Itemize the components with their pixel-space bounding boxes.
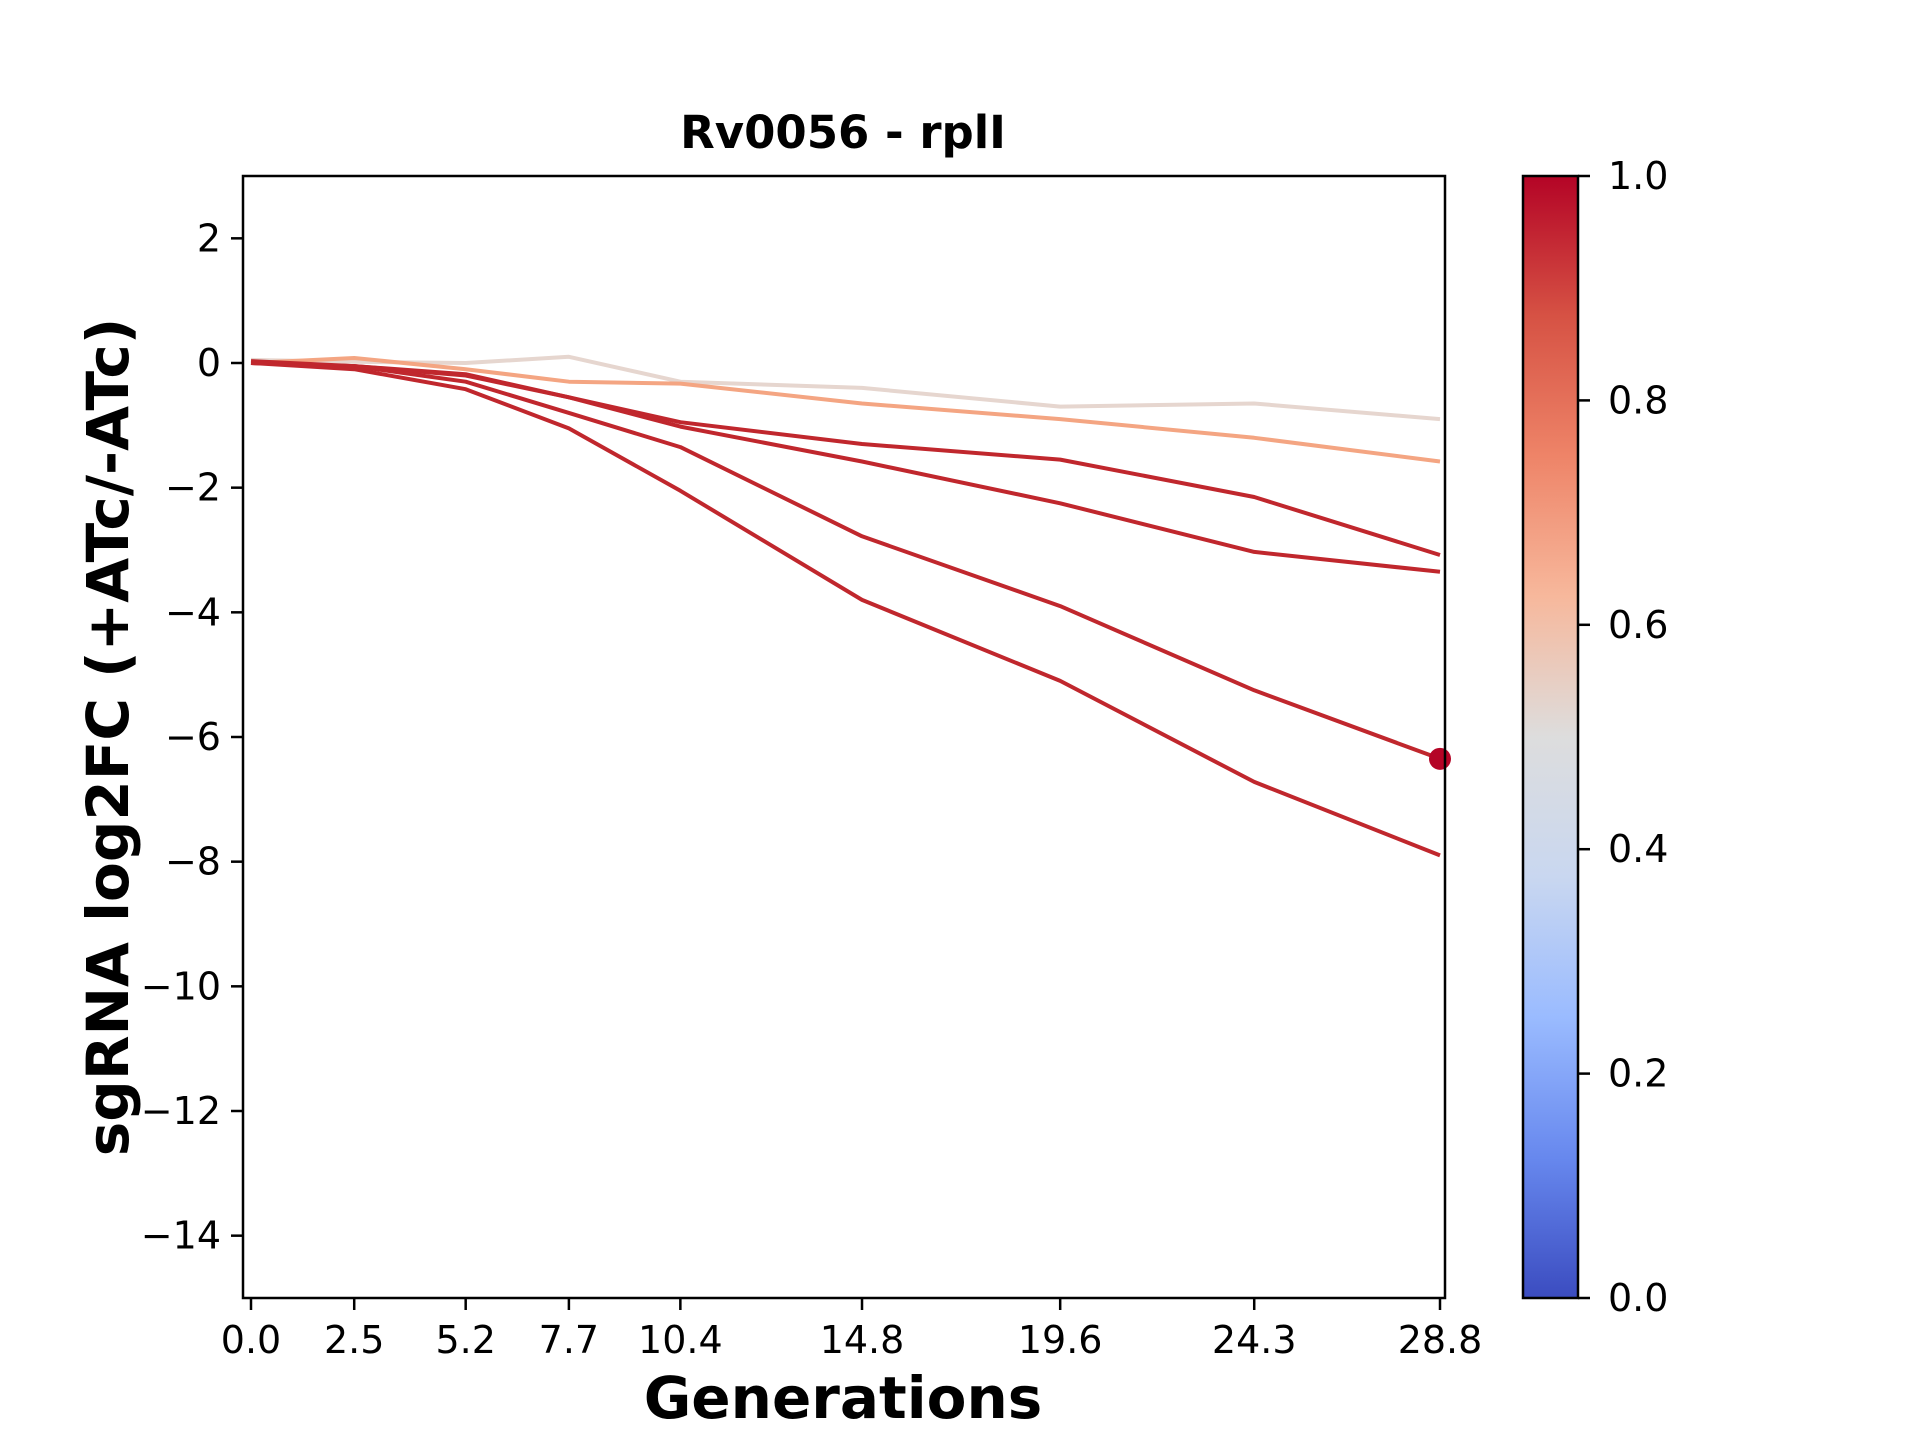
y-axis: 2 0 −2 −4 −6 −8 −10 −12 −14 (141, 216, 243, 1258)
x-tick-label: 0.0 (221, 1318, 281, 1362)
colorbar-tick-label: 0.6 (1608, 603, 1668, 647)
y-axis-title: sgRNA log2FC (+ATc/-ATc) (74, 318, 142, 1156)
plot-frame (241, 174, 1447, 1300)
highlight-point (1429, 747, 1451, 770)
y-tick-label: −4 (165, 590, 221, 634)
x-tick-label: 10.4 (638, 1318, 723, 1362)
y-tick-label: −8 (165, 840, 221, 884)
x-tick-label: 24.3 (1212, 1318, 1297, 1362)
colorbar-tick-label: 0.2 (1608, 1052, 1668, 1096)
x-tick-label: 28.8 (1398, 1318, 1483, 1362)
y-tick-label: −14 (141, 1214, 221, 1258)
chart-title: Rv0056 - rplI (680, 106, 1006, 159)
x-axis: 0.0 2.5 5.2 7.7 10.4 14.8 19.6 24.3 28.8 (221, 1298, 1483, 1362)
x-tick-label: 14.8 (820, 1318, 905, 1362)
y-tick-label: −6 (165, 715, 221, 759)
series-line-5 (250, 359, 1441, 761)
colorbar-tick-label: 0.4 (1608, 827, 1668, 871)
series-line-4 (250, 361, 1441, 574)
colorbar-tick-label: 1.0 (1608, 154, 1668, 198)
y-tick-label: −12 (141, 1089, 221, 1133)
series-line-2 (250, 356, 1441, 464)
colorbar-ticks: 0.0 0.2 0.4 0.6 0.8 1.0 (1578, 154, 1668, 1320)
x-tick-label: 7.7 (539, 1318, 599, 1362)
x-tick-label: 19.6 (1018, 1318, 1103, 1362)
colorbar-tick-label: 0.8 (1608, 378, 1668, 422)
y-tick-label: −10 (141, 964, 221, 1008)
y-tick-label: 2 (197, 216, 221, 260)
plot-area (241, 174, 1451, 1300)
x-tick-label: 2.5 (324, 1318, 384, 1362)
colorbar-frame (1521, 174, 1580, 1300)
colorbar-fill (1523, 176, 1578, 1298)
colorbar: 0.0 0.2 0.4 0.6 0.8 1.0 (1521, 154, 1668, 1320)
x-axis-title: Generations (644, 1364, 1043, 1432)
series-layer (250, 354, 1441, 858)
y-tick-label: −2 (165, 466, 221, 510)
series-line-6 (250, 361, 1441, 858)
y-tick-label: 0 (197, 341, 221, 385)
highlight-point-layer (1429, 747, 1451, 770)
x-tick-label: 5.2 (435, 1318, 495, 1362)
colorbar-tick-label: 0.0 (1608, 1276, 1668, 1320)
